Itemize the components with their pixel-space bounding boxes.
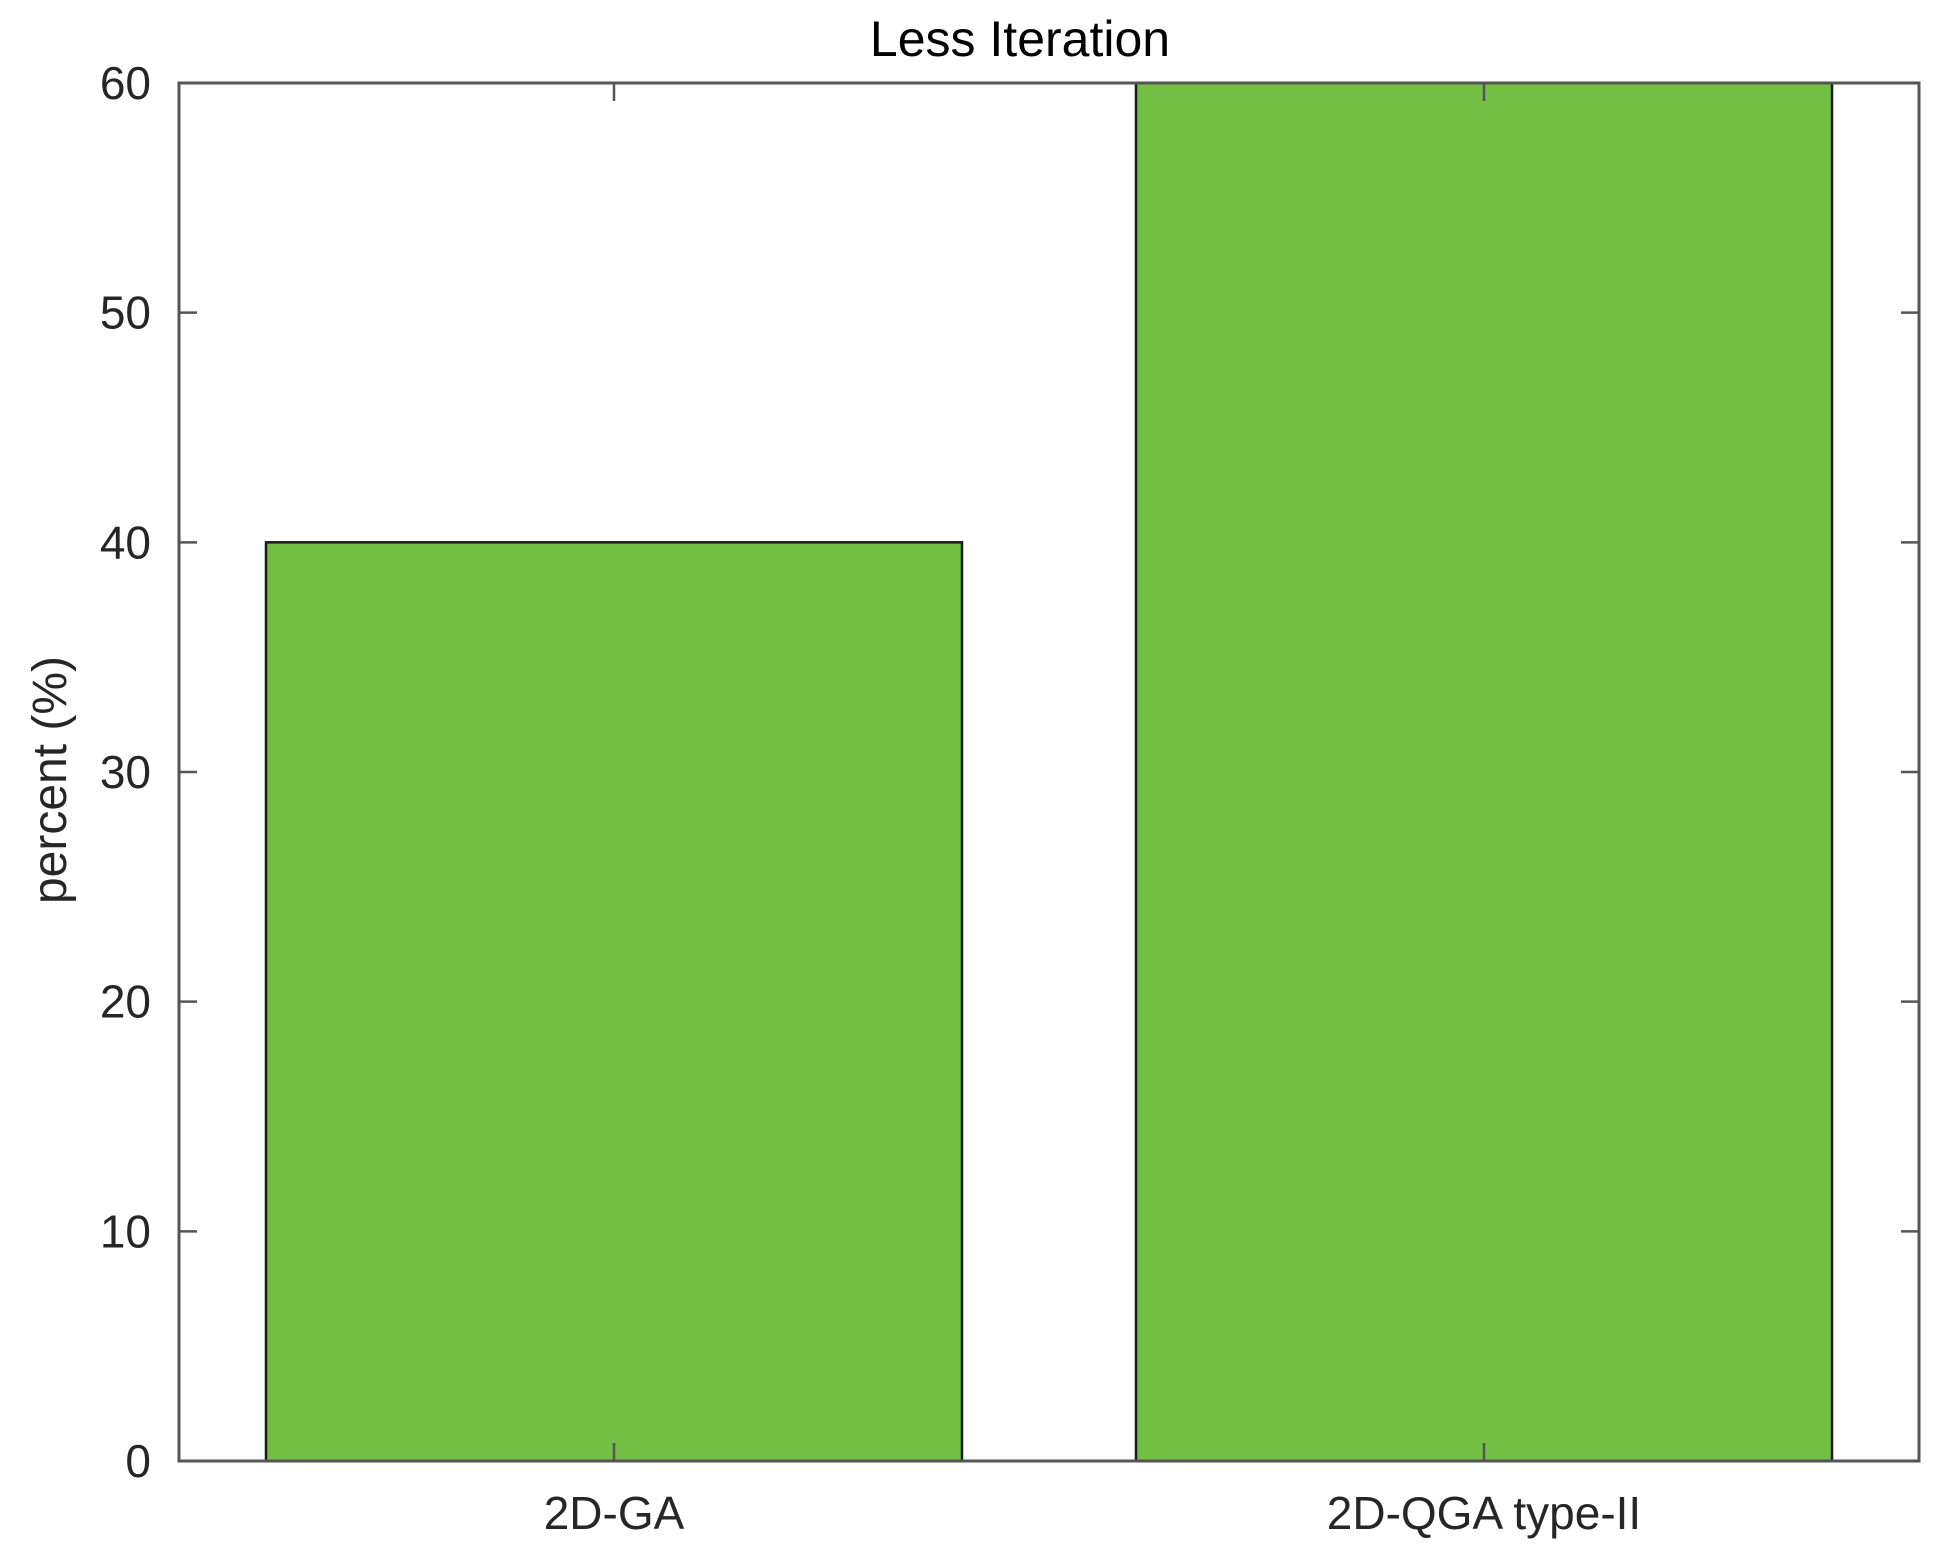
axes-box	[177, 81, 1921, 1463]
chart-title: Less Iteration	[870, 11, 1170, 67]
bar-2d-ga	[264, 541, 964, 1463]
y-tick-label: 60	[100, 57, 151, 109]
bar-2d-qga-type-ii	[1134, 81, 1834, 1463]
y-tick-label: 40	[100, 516, 151, 568]
y-tick-label: 50	[100, 287, 151, 339]
x-tick-label: 2D-QGA type-II	[1327, 1487, 1641, 1539]
y-tick-label: 20	[100, 976, 151, 1028]
bars-layer	[264, 81, 1834, 1463]
y-tick-label: 0	[125, 1435, 151, 1487]
y-tick-label: 10	[100, 1205, 151, 1257]
y-axis-label: percent (%)	[24, 656, 77, 904]
y-tick-labels: 0 10 20 30 40 50 60	[100, 57, 151, 1487]
x-tick-labels: 2D-GA 2D-QGA type-II	[544, 1487, 1642, 1539]
y-tick-label: 30	[100, 746, 151, 798]
x-tick-label: 2D-GA	[544, 1487, 685, 1539]
